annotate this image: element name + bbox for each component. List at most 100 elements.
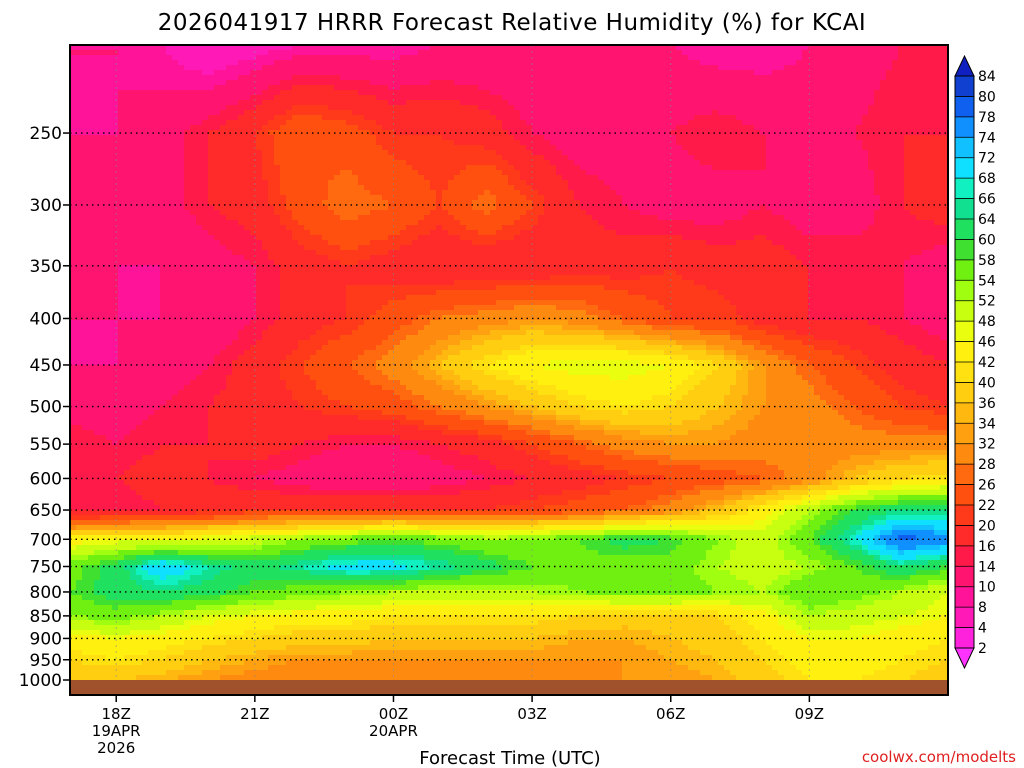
rh-cell: [856, 205, 863, 211]
rh-cell: [790, 195, 797, 201]
rh-cell: [370, 100, 377, 106]
rh-cell: [550, 130, 557, 136]
rh-cell: [670, 60, 677, 66]
rh-cell: [508, 170, 515, 176]
rh-cell: [262, 45, 269, 51]
rh-cell: [268, 155, 275, 161]
rh-cell: [490, 130, 497, 136]
rh-cell: [856, 95, 863, 101]
rh-cell: [172, 80, 179, 86]
rh-cell: [184, 120, 191, 126]
rh-cell: [802, 140, 809, 146]
rh-cell: [520, 85, 527, 91]
rh-cell: [406, 175, 413, 181]
rh-cell: [196, 170, 203, 176]
rh-cell: [706, 70, 713, 76]
rh-cell: [358, 120, 365, 126]
rh-cell: [358, 205, 365, 211]
rh-cell: [880, 185, 887, 191]
rh-cell: [544, 195, 551, 201]
rh-cell: [736, 85, 743, 91]
rh-cell: [706, 105, 713, 111]
rh-cell: [208, 105, 215, 111]
rh-cell: [850, 115, 857, 121]
rh-cell: [532, 105, 539, 111]
rh-cell: [850, 140, 857, 146]
rh-cell: [598, 180, 605, 186]
rh-cell: [88, 105, 95, 111]
rh-cell: [232, 110, 239, 116]
rh-cell: [856, 180, 863, 186]
rh-cell: [190, 50, 197, 56]
rh-cell: [568, 135, 575, 141]
rh-cell: [358, 75, 365, 81]
rh-cell: [460, 120, 467, 126]
rh-cell: [856, 195, 863, 201]
rh-cell: [688, 190, 695, 196]
rh-cell: [244, 80, 251, 86]
rh-cell: [454, 170, 461, 176]
rh-cell: [382, 185, 389, 191]
rh-cell: [904, 210, 911, 216]
rh-cell: [400, 115, 407, 121]
rh-cell: [628, 60, 635, 66]
rh-cell: [592, 95, 599, 101]
rh-cell: [214, 65, 221, 71]
rh-cell: [166, 90, 173, 96]
rh-cell: [436, 160, 443, 166]
rh-cell: [436, 140, 443, 146]
rh-cell: [94, 150, 101, 156]
rh-cell: [502, 155, 509, 161]
rh-cell: [670, 85, 677, 91]
rh-cell: [628, 155, 635, 161]
rh-cell: [682, 115, 689, 121]
rh-cell: [532, 170, 539, 176]
rh-cell: [484, 170, 491, 176]
rh-cell: [850, 85, 857, 91]
rh-cell: [208, 145, 215, 151]
rh-cell: [574, 75, 581, 81]
rh-cell: [292, 195, 299, 201]
rh-cell: [610, 145, 617, 151]
rh-cell: [832, 70, 839, 76]
rh-cell: [922, 50, 929, 56]
rh-cell: [100, 110, 107, 116]
rh-cell: [298, 210, 305, 216]
rh-cell: [808, 185, 815, 191]
rh-cell: [394, 50, 401, 56]
rh-cell: [658, 45, 665, 51]
rh-cell: [250, 175, 257, 181]
rh-cell: [616, 55, 623, 61]
rh-cell: [820, 130, 827, 136]
rh-cell: [724, 50, 731, 56]
rh-cell: [394, 60, 401, 66]
rh-cell: [544, 95, 551, 101]
rh-cell: [712, 165, 719, 171]
rh-cell: [646, 120, 653, 126]
rh-cell: [370, 170, 377, 176]
rh-cell: [928, 60, 935, 66]
rh-cell: [202, 195, 209, 201]
rh-cell: [436, 45, 443, 51]
rh-cell: [520, 145, 527, 151]
rh-cell: [118, 115, 125, 121]
rh-cell: [514, 115, 521, 121]
rh-cell: [634, 85, 641, 91]
rh-cell: [742, 65, 749, 71]
rh-cell: [772, 85, 779, 91]
rh-cell: [226, 110, 233, 116]
rh-cell: [616, 105, 623, 111]
rh-cell: [310, 200, 317, 206]
rh-cell: [814, 55, 821, 61]
rh-cell: [808, 45, 815, 51]
rh-cell: [568, 175, 575, 181]
rh-cell: [556, 50, 563, 56]
rh-cell: [148, 55, 155, 61]
rh-cell: [544, 165, 551, 171]
rh-cell: [544, 60, 551, 66]
rh-cell: [232, 115, 239, 121]
rh-cell: [262, 135, 269, 141]
rh-cell: [796, 210, 803, 216]
rh-cell: [934, 200, 941, 206]
rh-cell: [898, 180, 905, 186]
